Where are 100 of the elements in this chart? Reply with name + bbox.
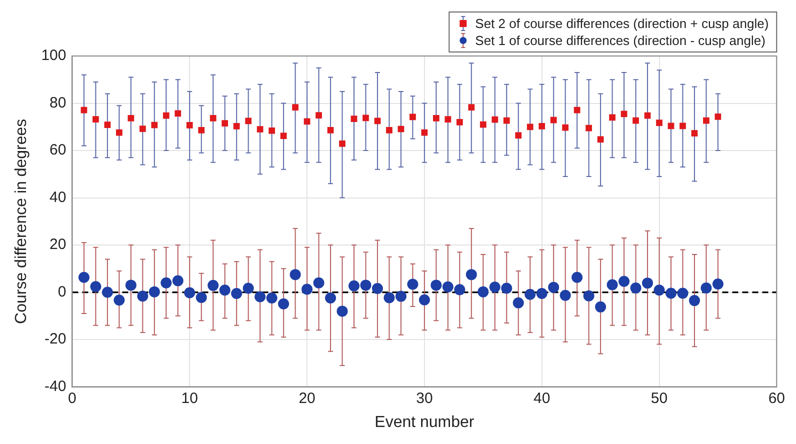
point bbox=[90, 281, 102, 292]
point bbox=[313, 277, 324, 288]
legend-label: Set 1 of course differences (direction - cusp angle) bbox=[475, 33, 766, 48]
x-axis-title: Event number bbox=[374, 414, 475, 431]
point bbox=[700, 282, 712, 294]
point bbox=[384, 292, 395, 304]
point bbox=[656, 120, 662, 126]
point bbox=[302, 284, 313, 295]
point bbox=[654, 284, 665, 296]
point bbox=[256, 126, 264, 132]
point bbox=[219, 284, 230, 296]
point bbox=[595, 301, 606, 312]
point bbox=[418, 294, 430, 306]
point bbox=[78, 272, 90, 283]
point bbox=[574, 106, 580, 114]
y-tick-label: -40 bbox=[44, 378, 66, 395]
x-tick-label: 50 bbox=[650, 390, 668, 407]
point bbox=[114, 294, 125, 306]
y-tick-label: 100 bbox=[41, 47, 66, 64]
y-tick-label: 0 bbox=[58, 283, 66, 300]
x-tick-label: 20 bbox=[298, 390, 316, 407]
point bbox=[116, 129, 122, 136]
point bbox=[242, 282, 254, 294]
point bbox=[433, 114, 440, 122]
point bbox=[572, 272, 583, 283]
point bbox=[184, 287, 196, 298]
point bbox=[280, 132, 287, 140]
point bbox=[501, 282, 512, 294]
x-tick-label: 10 bbox=[181, 390, 198, 407]
point bbox=[325, 292, 336, 304]
point bbox=[478, 286, 489, 298]
point bbox=[492, 116, 498, 123]
point bbox=[148, 286, 160, 298]
point bbox=[480, 121, 486, 128]
y-tick-label: 60 bbox=[50, 142, 66, 159]
point bbox=[512, 297, 524, 308]
point bbox=[268, 127, 275, 134]
point bbox=[254, 291, 266, 302]
point bbox=[128, 114, 134, 122]
point bbox=[466, 269, 477, 280]
point bbox=[430, 280, 442, 291]
point bbox=[245, 118, 252, 124]
point bbox=[198, 127, 205, 134]
point bbox=[665, 288, 676, 299]
point bbox=[350, 116, 358, 122]
point bbox=[172, 275, 184, 286]
point bbox=[210, 114, 216, 122]
point bbox=[372, 283, 383, 294]
point bbox=[560, 290, 571, 301]
point bbox=[386, 127, 392, 134]
y-axis-title: Course difference in degrees bbox=[13, 118, 30, 324]
point bbox=[677, 288, 688, 299]
y-tick-label: 80 bbox=[50, 94, 66, 112]
point bbox=[137, 290, 148, 302]
point bbox=[316, 112, 322, 118]
point bbox=[618, 276, 630, 287]
point bbox=[583, 290, 594, 302]
point bbox=[266, 292, 278, 304]
point bbox=[186, 122, 193, 128]
x-tick-label: 40 bbox=[534, 390, 550, 407]
point bbox=[292, 104, 298, 110]
point bbox=[278, 298, 290, 310]
point bbox=[606, 279, 618, 290]
x-tick-label: 30 bbox=[416, 390, 433, 407]
point bbox=[104, 122, 111, 128]
point bbox=[444, 116, 452, 123]
point bbox=[536, 288, 548, 299]
point bbox=[336, 306, 348, 317]
point bbox=[92, 116, 99, 123]
point bbox=[290, 269, 301, 280]
point bbox=[222, 120, 228, 127]
point bbox=[456, 118, 463, 126]
point bbox=[548, 282, 560, 293]
point bbox=[162, 112, 170, 119]
point bbox=[703, 117, 710, 124]
point bbox=[524, 288, 536, 300]
y-tick-label: 20 bbox=[50, 236, 66, 254]
point bbox=[196, 292, 207, 303]
point bbox=[550, 116, 557, 124]
point bbox=[712, 278, 724, 290]
point bbox=[348, 280, 360, 292]
point bbox=[80, 106, 88, 114]
point bbox=[586, 124, 592, 132]
point bbox=[630, 282, 642, 294]
point bbox=[395, 290, 406, 302]
point bbox=[410, 114, 416, 120]
point bbox=[160, 277, 172, 288]
point bbox=[233, 122, 240, 130]
point bbox=[503, 117, 510, 124]
point bbox=[468, 104, 475, 110]
point bbox=[442, 281, 454, 292]
point bbox=[688, 295, 700, 306]
point bbox=[407, 278, 418, 290]
point bbox=[609, 114, 616, 121]
point bbox=[454, 284, 466, 296]
legend-label: Set 2 of course differences (direction + cusp angle) bbox=[475, 16, 769, 32]
y-tick-label: -20 bbox=[44, 330, 66, 348]
point bbox=[515, 132, 522, 139]
point bbox=[208, 280, 219, 291]
point bbox=[642, 278, 654, 289]
